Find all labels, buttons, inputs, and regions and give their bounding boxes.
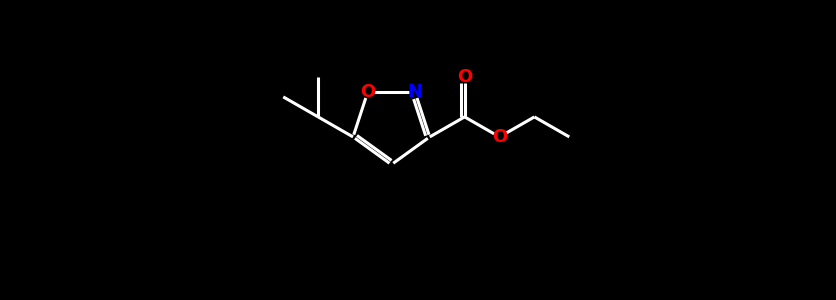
Text: N: N bbox=[407, 83, 422, 101]
Text: O: O bbox=[359, 83, 375, 101]
Text: O: O bbox=[492, 128, 507, 146]
Text: O: O bbox=[456, 68, 472, 86]
